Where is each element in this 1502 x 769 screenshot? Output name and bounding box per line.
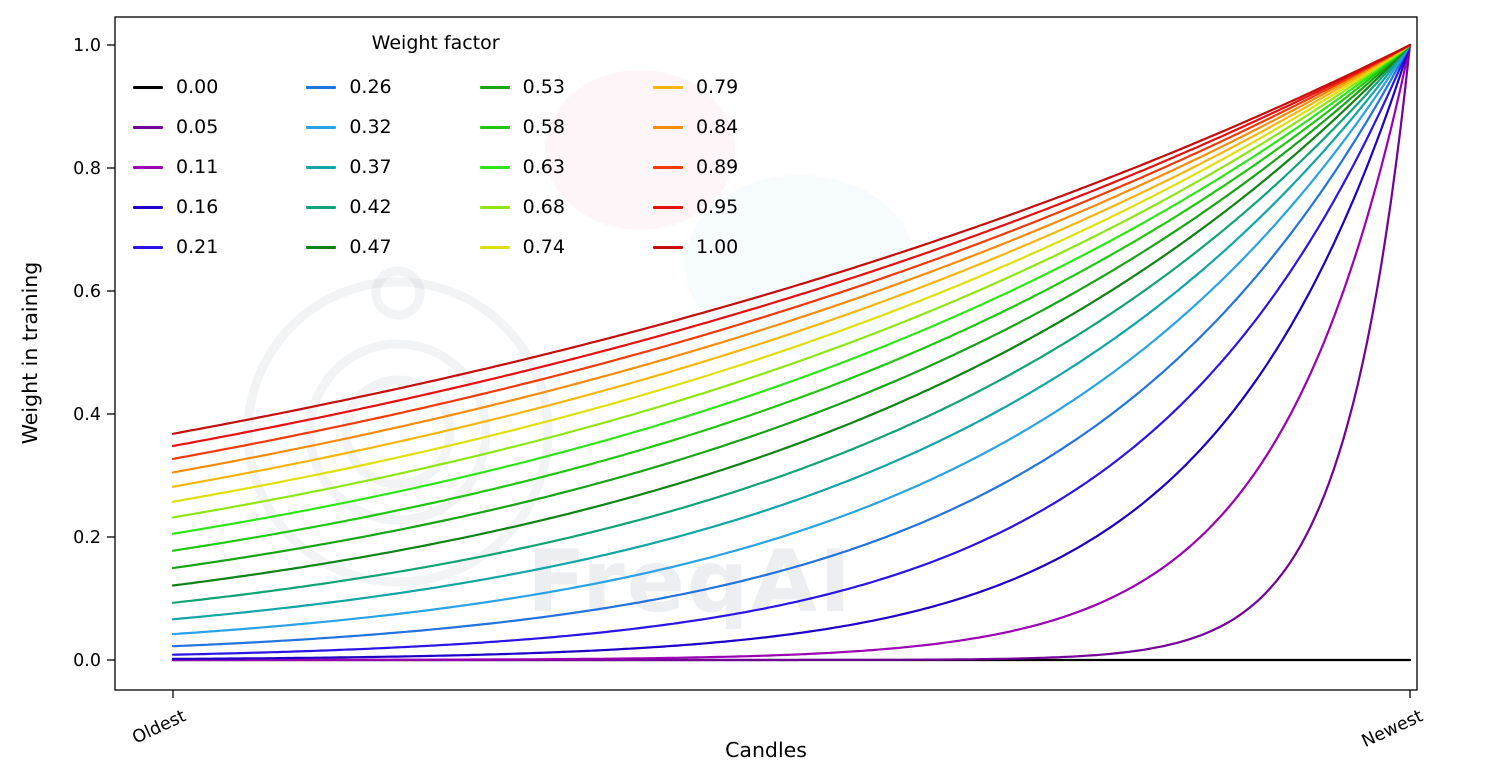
legend-entry: 0.47 (306, 236, 392, 258)
legend-swatch (133, 85, 163, 89)
legend-label: 0.74 (522, 236, 565, 258)
legend-label: 0.47 (349, 236, 392, 258)
series-curve-1.00 (171, 43, 1412, 435)
legend-swatch (652, 125, 683, 129)
series-curve-0.47 (171, 43, 1412, 587)
series-curve-0.84 (171, 43, 1412, 474)
legend-swatch (479, 165, 510, 169)
x-tick-label: Newest (1359, 706, 1426, 752)
legend-label: 0.79 (695, 76, 739, 98)
x-axis-title: Candles (725, 738, 807, 762)
legend-swatch (306, 165, 337, 169)
legend-swatch (652, 85, 683, 89)
legend-entry: 0.84 (652, 116, 739, 138)
legend-entry: 0.95 (652, 196, 739, 218)
legend-entry: 0.21 (133, 236, 218, 258)
series-curve-0.68 (171, 43, 1412, 519)
legend-swatch (479, 125, 510, 129)
legend-swatch (479, 85, 510, 89)
series-curve-0.53 (171, 43, 1412, 570)
legend-entry: 0.32 (306, 116, 392, 138)
legend-swatch (133, 165, 163, 169)
legend-entry: 0.42 (306, 196, 392, 218)
watermark-logo-circle (305, 339, 491, 525)
legend-label: 0.11 (176, 156, 219, 178)
legend-grid: 0.00 0.05 0.11 0.16 0.21 0.26 0.32 0.37 0.42 0.47… (133, 67, 738, 267)
legend-label: 0.00 (176, 76, 219, 98)
watermark-logo-circle (341, 375, 455, 489)
legend-entry: 0.37 (306, 156, 392, 178)
y-axis-title: Weight in training (18, 261, 42, 445)
legend-swatch (479, 245, 510, 249)
legend-label: 0.32 (349, 116, 392, 138)
series-curve-0.79 (171, 43, 1412, 488)
series-curve-0.16 (171, 43, 1412, 660)
legend-entry: 0.26 (306, 76, 392, 98)
legend: Weight factor 0.00 0.05 0.11 0.16 0.21 0.26 0.… (133, 32, 738, 267)
y-tick-label: 0.2 (73, 528, 101, 548)
legend-label: 0.21 (176, 236, 219, 258)
legend-label: 0.84 (695, 116, 739, 138)
legend-entry: 0.68 (479, 196, 565, 218)
legend-title: Weight factor (371, 32, 500, 54)
y-tick-label: 0.8 (73, 159, 101, 179)
y-tick-label: 0.6 (73, 282, 101, 302)
legend-entry: 0.11 (133, 156, 218, 178)
legend-label: 0.42 (349, 196, 392, 218)
y-tick-label: 1.0 (73, 36, 101, 56)
plot-border (114, 16, 1418, 691)
series-curve-0.95 (171, 43, 1412, 448)
legend-swatch (133, 245, 163, 249)
legend-entry: 0.89 (652, 156, 739, 178)
legend-swatch (479, 205, 510, 209)
legend-swatch (652, 245, 683, 249)
legend-label: 0.05 (176, 116, 219, 138)
legend-label: 0.68 (522, 196, 565, 218)
legend-swatch (133, 205, 163, 209)
legend-swatch (652, 205, 683, 209)
series-curve-0.74 (171, 43, 1412, 503)
legend-label: 0.89 (695, 156, 739, 178)
watermark-logo-crown-circle (371, 266, 425, 320)
legend-swatch (306, 245, 337, 249)
series-curve-0.63 (171, 43, 1412, 535)
legend-label: 0.16 (176, 196, 219, 218)
legend-label: 1.00 (695, 236, 739, 258)
legend-swatch (306, 125, 337, 129)
legend-label: 0.58 (522, 116, 565, 138)
legend-label: 0.95 (695, 196, 739, 218)
legend-swatch (306, 85, 337, 89)
legend-entry: 0.58 (479, 116, 565, 138)
legend-entry: 1.00 (652, 236, 739, 258)
series-curve-0.37 (171, 43, 1412, 621)
y-tick-label: 0.4 (73, 405, 101, 425)
legend-label: 0.37 (349, 156, 392, 178)
series-curve-0.26 (171, 43, 1412, 648)
legend-entry: 0.16 (133, 196, 218, 218)
legend-label: 0.63 (522, 156, 565, 178)
series-curve-0.32 (171, 43, 1412, 636)
legend-label: 0.26 (349, 76, 392, 98)
watermark-blob-pink (545, 70, 735, 230)
x-tick-label: Oldest (129, 706, 189, 748)
series-curve-0.11 (171, 43, 1412, 662)
legend-label: 0.53 (522, 76, 565, 98)
legend-swatch (306, 205, 337, 209)
series-curve-0.58 (171, 43, 1412, 552)
series-curve-0.89 (171, 43, 1412, 460)
legend-entry: 0.05 (133, 116, 218, 138)
legend-swatch (133, 125, 163, 129)
series-curve-0.42 (171, 43, 1412, 604)
legend-entry: 0.79 (652, 76, 739, 98)
legend-entry: 0.63 (479, 156, 565, 178)
series-curve-0.21 (171, 43, 1412, 656)
y-tick-label: 0.0 (73, 651, 101, 671)
legend-swatch (652, 165, 683, 169)
legend-entry: 0.00 (133, 76, 218, 98)
legend-entry: 0.53 (479, 76, 565, 98)
legend-entry: 0.74 (479, 236, 565, 258)
